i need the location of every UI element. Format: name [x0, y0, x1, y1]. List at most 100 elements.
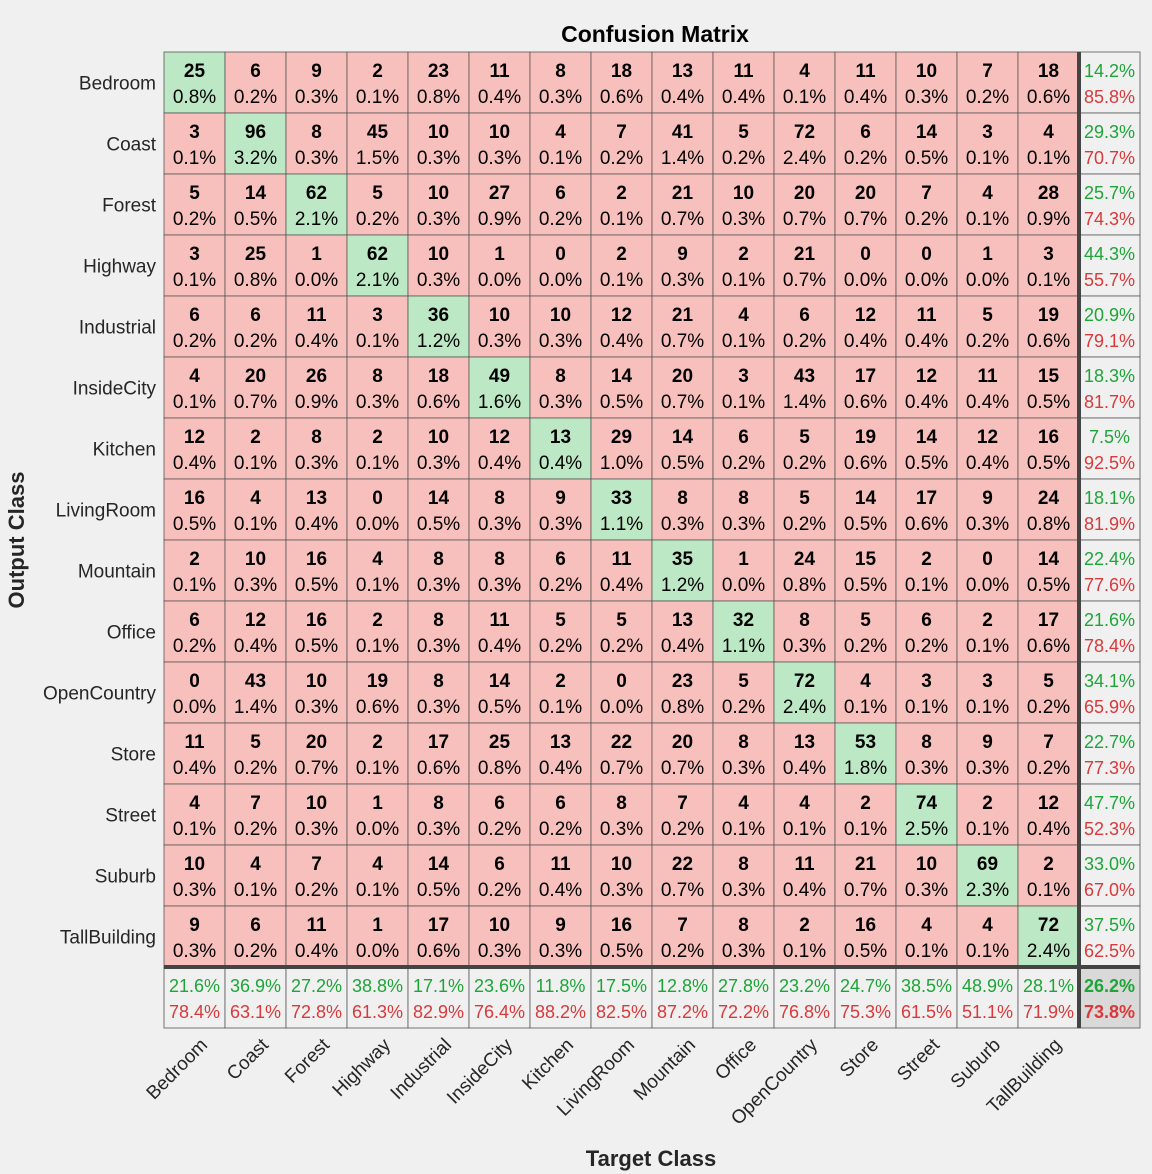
row-label: Coast	[106, 135, 156, 156]
cell-count: 62	[306, 183, 327, 204]
cell-count: 72	[794, 671, 815, 692]
cell-count: 2	[1043, 854, 1054, 875]
cell-percent: 0.1%	[1027, 148, 1070, 169]
cell-percent: 0.2%	[722, 697, 765, 718]
cell-percent: 0.1%	[234, 880, 277, 901]
cell-percent: 0.3%	[356, 392, 399, 413]
cell-count: 74	[916, 793, 938, 814]
row-summary-cell	[1078, 112, 1141, 175]
row-label: Industrial	[79, 318, 156, 339]
cell-count: 20	[672, 366, 693, 387]
cell-count: 7	[677, 915, 688, 936]
column-label: Kitchen	[518, 1035, 578, 1095]
row-error: 85.8%	[1084, 87, 1135, 107]
row-precision: 25.7%	[1084, 183, 1135, 203]
cell-count: 5	[250, 732, 261, 753]
cell-count: 11	[489, 610, 510, 631]
cell-percent: 0.3%	[417, 453, 460, 474]
cell-count: 1	[494, 244, 505, 265]
cell-percent: 0.2%	[539, 636, 582, 657]
matrix-cell	[407, 112, 470, 175]
matrix-cell	[468, 112, 531, 175]
cell-percent: 0.8%	[783, 575, 826, 596]
cell-count: 14	[855, 488, 877, 509]
cell-percent: 0.4%	[295, 941, 338, 962]
cell-percent: 0.2%	[966, 331, 1009, 352]
cell-count: 14	[916, 122, 938, 143]
matrix-cell	[224, 661, 287, 724]
cell-percent: 0.0%	[844, 270, 887, 291]
cell-count: 11	[794, 854, 815, 875]
matrix-cell	[712, 295, 775, 358]
cell-percent: 0.1%	[966, 148, 1009, 169]
cell-percent: 0.3%	[173, 880, 216, 901]
cell-count: 16	[855, 915, 876, 936]
cell-count: 49	[489, 366, 510, 387]
cell-count: 4	[982, 183, 993, 204]
cell-percent: 0.3%	[722, 758, 765, 779]
cell-percent: 0.5%	[905, 453, 948, 474]
cell-percent: 0.2%	[722, 148, 765, 169]
cell-percent: 0.6%	[1027, 636, 1070, 657]
matrix-cell	[956, 661, 1019, 724]
cell-count: 6	[738, 427, 749, 448]
column-label: Highway	[329, 1034, 396, 1101]
matrix-cell	[773, 844, 836, 907]
cell-percent: 0.3%	[478, 514, 521, 535]
cell-count: 18	[1038, 61, 1059, 82]
cell-percent: 2.4%	[783, 148, 826, 169]
matrix-cell	[712, 51, 775, 114]
cell-count: 5	[616, 610, 627, 631]
cell-percent: 0.6%	[600, 87, 643, 108]
matrix-cell	[834, 356, 897, 419]
cell-count: 2	[799, 915, 810, 936]
cell-count: 5	[799, 427, 810, 448]
cell-count: 1	[372, 793, 383, 814]
row-precision: 21.6%	[1084, 610, 1135, 630]
cell-count: 14	[428, 854, 450, 875]
matrix-cell	[834, 905, 897, 968]
cell-percent: 2.4%	[783, 697, 826, 718]
cell-percent: 0.7%	[295, 758, 338, 779]
cell-count: 17	[428, 732, 449, 753]
cell-count: 0	[189, 671, 200, 692]
cell-count: 8	[616, 793, 627, 814]
matrix-cell	[773, 234, 836, 297]
cell-count: 5	[738, 671, 749, 692]
cell-count: 2	[372, 61, 383, 82]
matrix-cell	[895, 478, 958, 541]
cell-percent: 0.5%	[600, 392, 643, 413]
cell-percent: 0.3%	[295, 148, 338, 169]
col-recall: 17.1%	[413, 976, 464, 996]
matrix-cell	[224, 905, 287, 968]
col-error: 72.2%	[718, 1002, 769, 1022]
matrix-cell	[712, 112, 775, 175]
matrix-cell	[651, 234, 714, 297]
cell-count: 4	[860, 671, 871, 692]
cell-count: 9	[311, 61, 322, 82]
cell-percent: 0.7%	[234, 392, 277, 413]
cell-percent: 0.1%	[234, 514, 277, 535]
matrix-cell	[224, 844, 287, 907]
matrix-cell	[285, 478, 348, 541]
cell-count: 11	[489, 61, 510, 82]
matrix-cell	[834, 600, 897, 663]
matrix-cell-correct	[224, 112, 287, 175]
cell-percent: 0.5%	[417, 880, 460, 901]
cell-count: 13	[550, 427, 571, 448]
matrix-cell	[773, 600, 836, 663]
cell-count: 19	[367, 671, 388, 692]
matrix-cell	[346, 783, 409, 846]
cell-count: 12	[1038, 793, 1059, 814]
matrix-cell	[224, 234, 287, 297]
cell-percent: 0.1%	[173, 392, 216, 413]
row-error: 77.6%	[1084, 575, 1135, 595]
cell-percent: 0.6%	[417, 392, 460, 413]
cell-percent: 0.3%	[783, 636, 826, 657]
cell-count: 20	[245, 366, 266, 387]
row-precision: 22.4%	[1084, 549, 1135, 569]
matrix-cell	[407, 234, 470, 297]
row-label: LivingRoom	[56, 501, 156, 522]
cell-count: 10	[733, 183, 754, 204]
cell-count: 10	[550, 305, 571, 326]
